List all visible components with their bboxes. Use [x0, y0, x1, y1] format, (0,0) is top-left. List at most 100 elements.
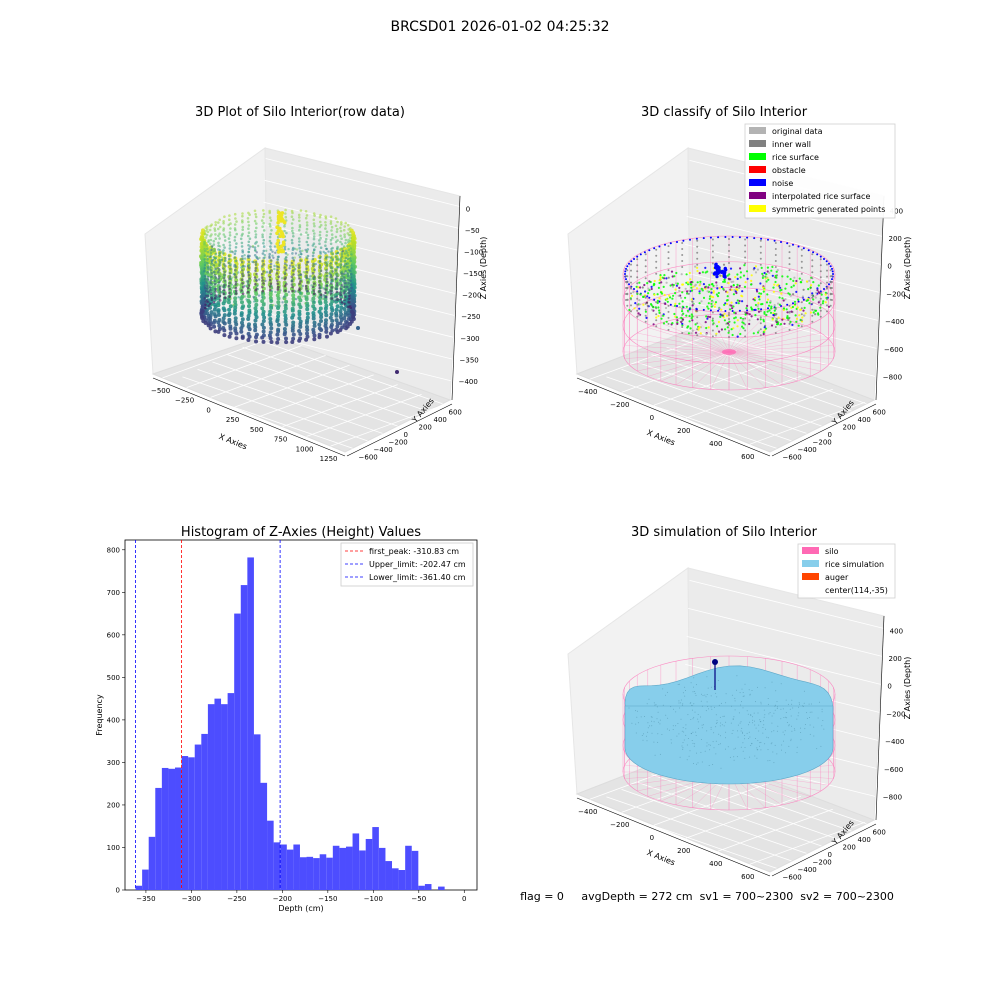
raw-point: [247, 244, 250, 247]
raw-point: [297, 274, 300, 277]
raw-point: [210, 275, 213, 279]
rice-mesh-point: [675, 711, 677, 713]
inner-wall-point: [696, 316, 699, 319]
raw-point: [234, 336, 239, 341]
z-tick-label: 0: [887, 683, 891, 691]
raw-point: [245, 298, 248, 301]
raw-point: [282, 327, 287, 331]
raw-point: [325, 247, 328, 250]
classified-point: [710, 288, 713, 291]
raw-point: [253, 300, 256, 303]
z-gridline: [263, 201, 458, 251]
raw-point: [285, 256, 288, 259]
classified-point: [742, 322, 745, 325]
raw-point: [251, 245, 255, 248]
noise-point: [626, 265, 629, 268]
raw-point: [340, 242, 344, 246]
rice-mesh-point: [740, 704, 741, 706]
raw-point: [205, 228, 209, 231]
z-tick-label: −250: [461, 313, 480, 321]
raw-point: [325, 295, 328, 299]
z-tick-label: −600: [884, 766, 903, 774]
raw-point: [304, 337, 309, 342]
classified-point: [655, 316, 658, 319]
raw-point: [247, 273, 251, 277]
rice-mesh-point: [713, 732, 715, 734]
rice-mesh-point: [759, 719, 761, 721]
classified-point: [780, 292, 783, 295]
panel-classify-3d: 3D classify of Silo Interior −400−200020…: [567, 105, 912, 461]
classified-point: [658, 297, 661, 300]
raw-point: [311, 244, 315, 247]
raw-point: [305, 270, 309, 274]
figure-suptitle: BRCSD01 2026-01-02 04:25:32: [390, 19, 609, 35]
classified-point: [711, 300, 714, 303]
raw-point: [243, 284, 246, 288]
classified-point: [662, 314, 665, 317]
legend-swatch: [802, 547, 819, 554]
rice-mesh-point: [767, 749, 769, 751]
rice-mesh-point: [657, 741, 659, 743]
raw-point: [204, 289, 208, 293]
classified-point: [736, 277, 739, 280]
classified-point: [761, 272, 764, 275]
classified-point: [638, 281, 641, 284]
raw-point: [298, 322, 303, 326]
raw-point: [234, 276, 238, 279]
classified-point: [787, 318, 790, 321]
raw-point: [223, 235, 227, 238]
inner-wall-point: [819, 270, 822, 273]
classified-point: [754, 308, 757, 311]
raw-point: [215, 295, 219, 298]
rice-mesh-point: [752, 719, 754, 721]
classified-point: [707, 315, 710, 318]
classified-point: [776, 269, 779, 272]
raw-point: [217, 241, 220, 245]
inner-wall-point: [667, 263, 670, 266]
panel1-gridlines: [162, 158, 460, 449]
rice-mesh-point: [821, 725, 823, 727]
classified-point: [671, 285, 675, 288]
classified-point: [681, 322, 684, 325]
raw-point: [336, 227, 339, 231]
classified-point: [690, 281, 693, 284]
raw-point: [319, 328, 324, 332]
classified-point: [716, 295, 720, 298]
raw-point: [299, 209, 303, 212]
classified-point: [752, 298, 755, 301]
rice-mesh-point: [736, 675, 738, 677]
raw-point: [331, 236, 334, 240]
raw-point: [309, 275, 312, 278]
inner-wall-point: [655, 319, 658, 322]
raw-point: [247, 250, 251, 254]
rice-mesh-point: [765, 728, 766, 730]
classified-point: [824, 301, 827, 304]
rice-mesh-point: [734, 700, 736, 702]
raw-point: [318, 266, 322, 269]
raw-point: [214, 278, 217, 282]
classified-point: [657, 286, 661, 289]
raw-point: [200, 309, 205, 314]
raw-point: [291, 229, 294, 233]
rice-mesh-point: [706, 701, 708, 703]
raw-point: [234, 322, 239, 327]
classified-point: [691, 304, 694, 307]
rice-mesh-point: [758, 730, 760, 732]
raw-point: [349, 289, 352, 293]
classified-point: [664, 306, 668, 310]
histogram-bar: [424, 884, 432, 890]
classified-point: [799, 308, 802, 311]
rice-mesh-point: [785, 712, 787, 713]
raw-point: [276, 258, 279, 261]
raw-point: [233, 299, 238, 304]
rice-mesh-point: [662, 688, 664, 690]
raw-point: [223, 239, 227, 242]
raw-point: [276, 261, 279, 264]
classified-point: [690, 286, 693, 289]
noise-point: [702, 308, 705, 311]
classified-point: [807, 288, 810, 291]
raw-point: [248, 237, 252, 240]
rice-mesh-point: [700, 716, 701, 718]
raw-point: [222, 222, 225, 225]
inner-wall-point: [681, 332, 684, 334]
